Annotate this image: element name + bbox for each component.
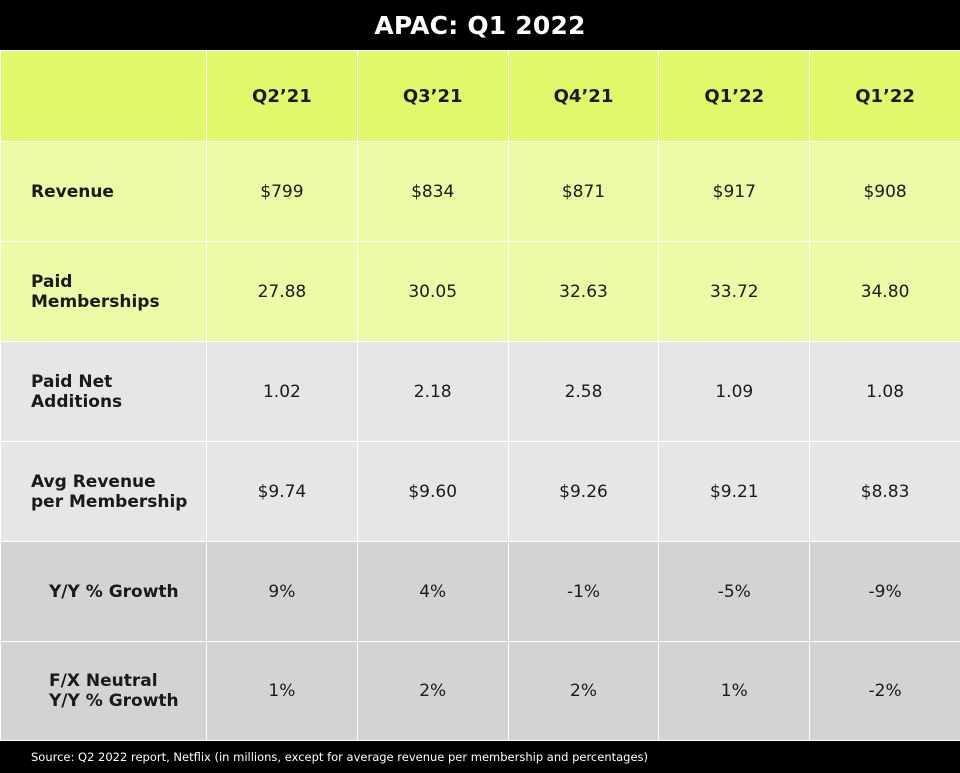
table-row-revenue: Revenue $799 $834 $871 $917 $908 [0,141,960,242]
table-cell: 4% [356,541,509,642]
table-cell: $9.26 [507,441,660,542]
table-cell: $9.21 [658,441,811,542]
table-cell: 32.63 [507,241,660,342]
row-label: Avg Revenue per Membership [0,441,207,542]
table-cell: 1% [206,641,358,741]
table-cell: -2% [809,641,960,741]
table-cell: $9.60 [356,441,509,542]
table-cell: 1.09 [658,341,811,442]
table-cell: 34.80 [809,241,960,342]
table-cell: $834 [356,141,509,242]
table-cell: 27.88 [206,241,358,342]
table-row-avg-revenue: Avg Revenue per Membership $9.74 $9.60 $… [0,441,960,542]
header-corner-cell [0,50,207,142]
table-cell: -5% [658,541,811,642]
data-table: Q2’21 Q3’21 Q4’21 Q1’22 Q1’22 Revenue $7… [0,50,960,741]
table-row-fx-neutral-growth: F/X Neutral Y/Y % Growth 1% 2% 2% 1% -2% [0,641,960,741]
table-cell: -1% [507,541,660,642]
column-header: Q2’21 [206,50,358,142]
table-cell: $8.83 [809,441,960,542]
table-cell: $799 [206,141,358,242]
page-title: APAC: Q1 2022 [374,10,586,40]
table-cell: 1% [658,641,811,741]
row-label: F/X Neutral Y/Y % Growth [0,641,207,741]
table-cell: $9.74 [206,441,358,542]
row-label: Paid Memberships [0,241,207,342]
table-row-yy-growth: Y/Y % Growth 9% 4% -1% -5% -9% [0,541,960,642]
table-row-paid-memberships: Paid Memberships 27.88 30.05 32.63 33.72… [0,241,960,342]
table-cell: 9% [206,541,358,642]
table-cell: $871 [507,141,660,242]
table-header-row: Q2’21 Q3’21 Q4’21 Q1’22 Q1’22 [0,50,960,142]
table-cell: 33.72 [658,241,811,342]
column-header: Q1’22 [658,50,811,142]
table-cell: -9% [809,541,960,642]
table-cell: 1.02 [206,341,358,442]
column-header: Q1’22 [809,50,960,142]
table-cell: 2% [356,641,509,741]
row-label: Y/Y % Growth [0,541,207,642]
table-row-paid-net-additions: Paid Net Additions 1.02 2.18 2.58 1.09 1… [0,341,960,442]
table-cell: 2.58 [507,341,660,442]
source-footnote: Source: Q2 2022 report, Netflix (in mill… [31,749,649,764]
table-cell: 2% [507,641,660,741]
table-cell: 2.18 [356,341,509,442]
table-cell: 1.08 [809,341,960,442]
column-header: Q3’21 [356,50,509,142]
row-label: Paid Net Additions [0,341,207,442]
column-header: Q4’21 [507,50,660,142]
row-label: Revenue [0,141,207,242]
table-cell: 30.05 [356,241,509,342]
table-cell: $908 [809,141,960,242]
table-cell: $917 [658,141,811,242]
